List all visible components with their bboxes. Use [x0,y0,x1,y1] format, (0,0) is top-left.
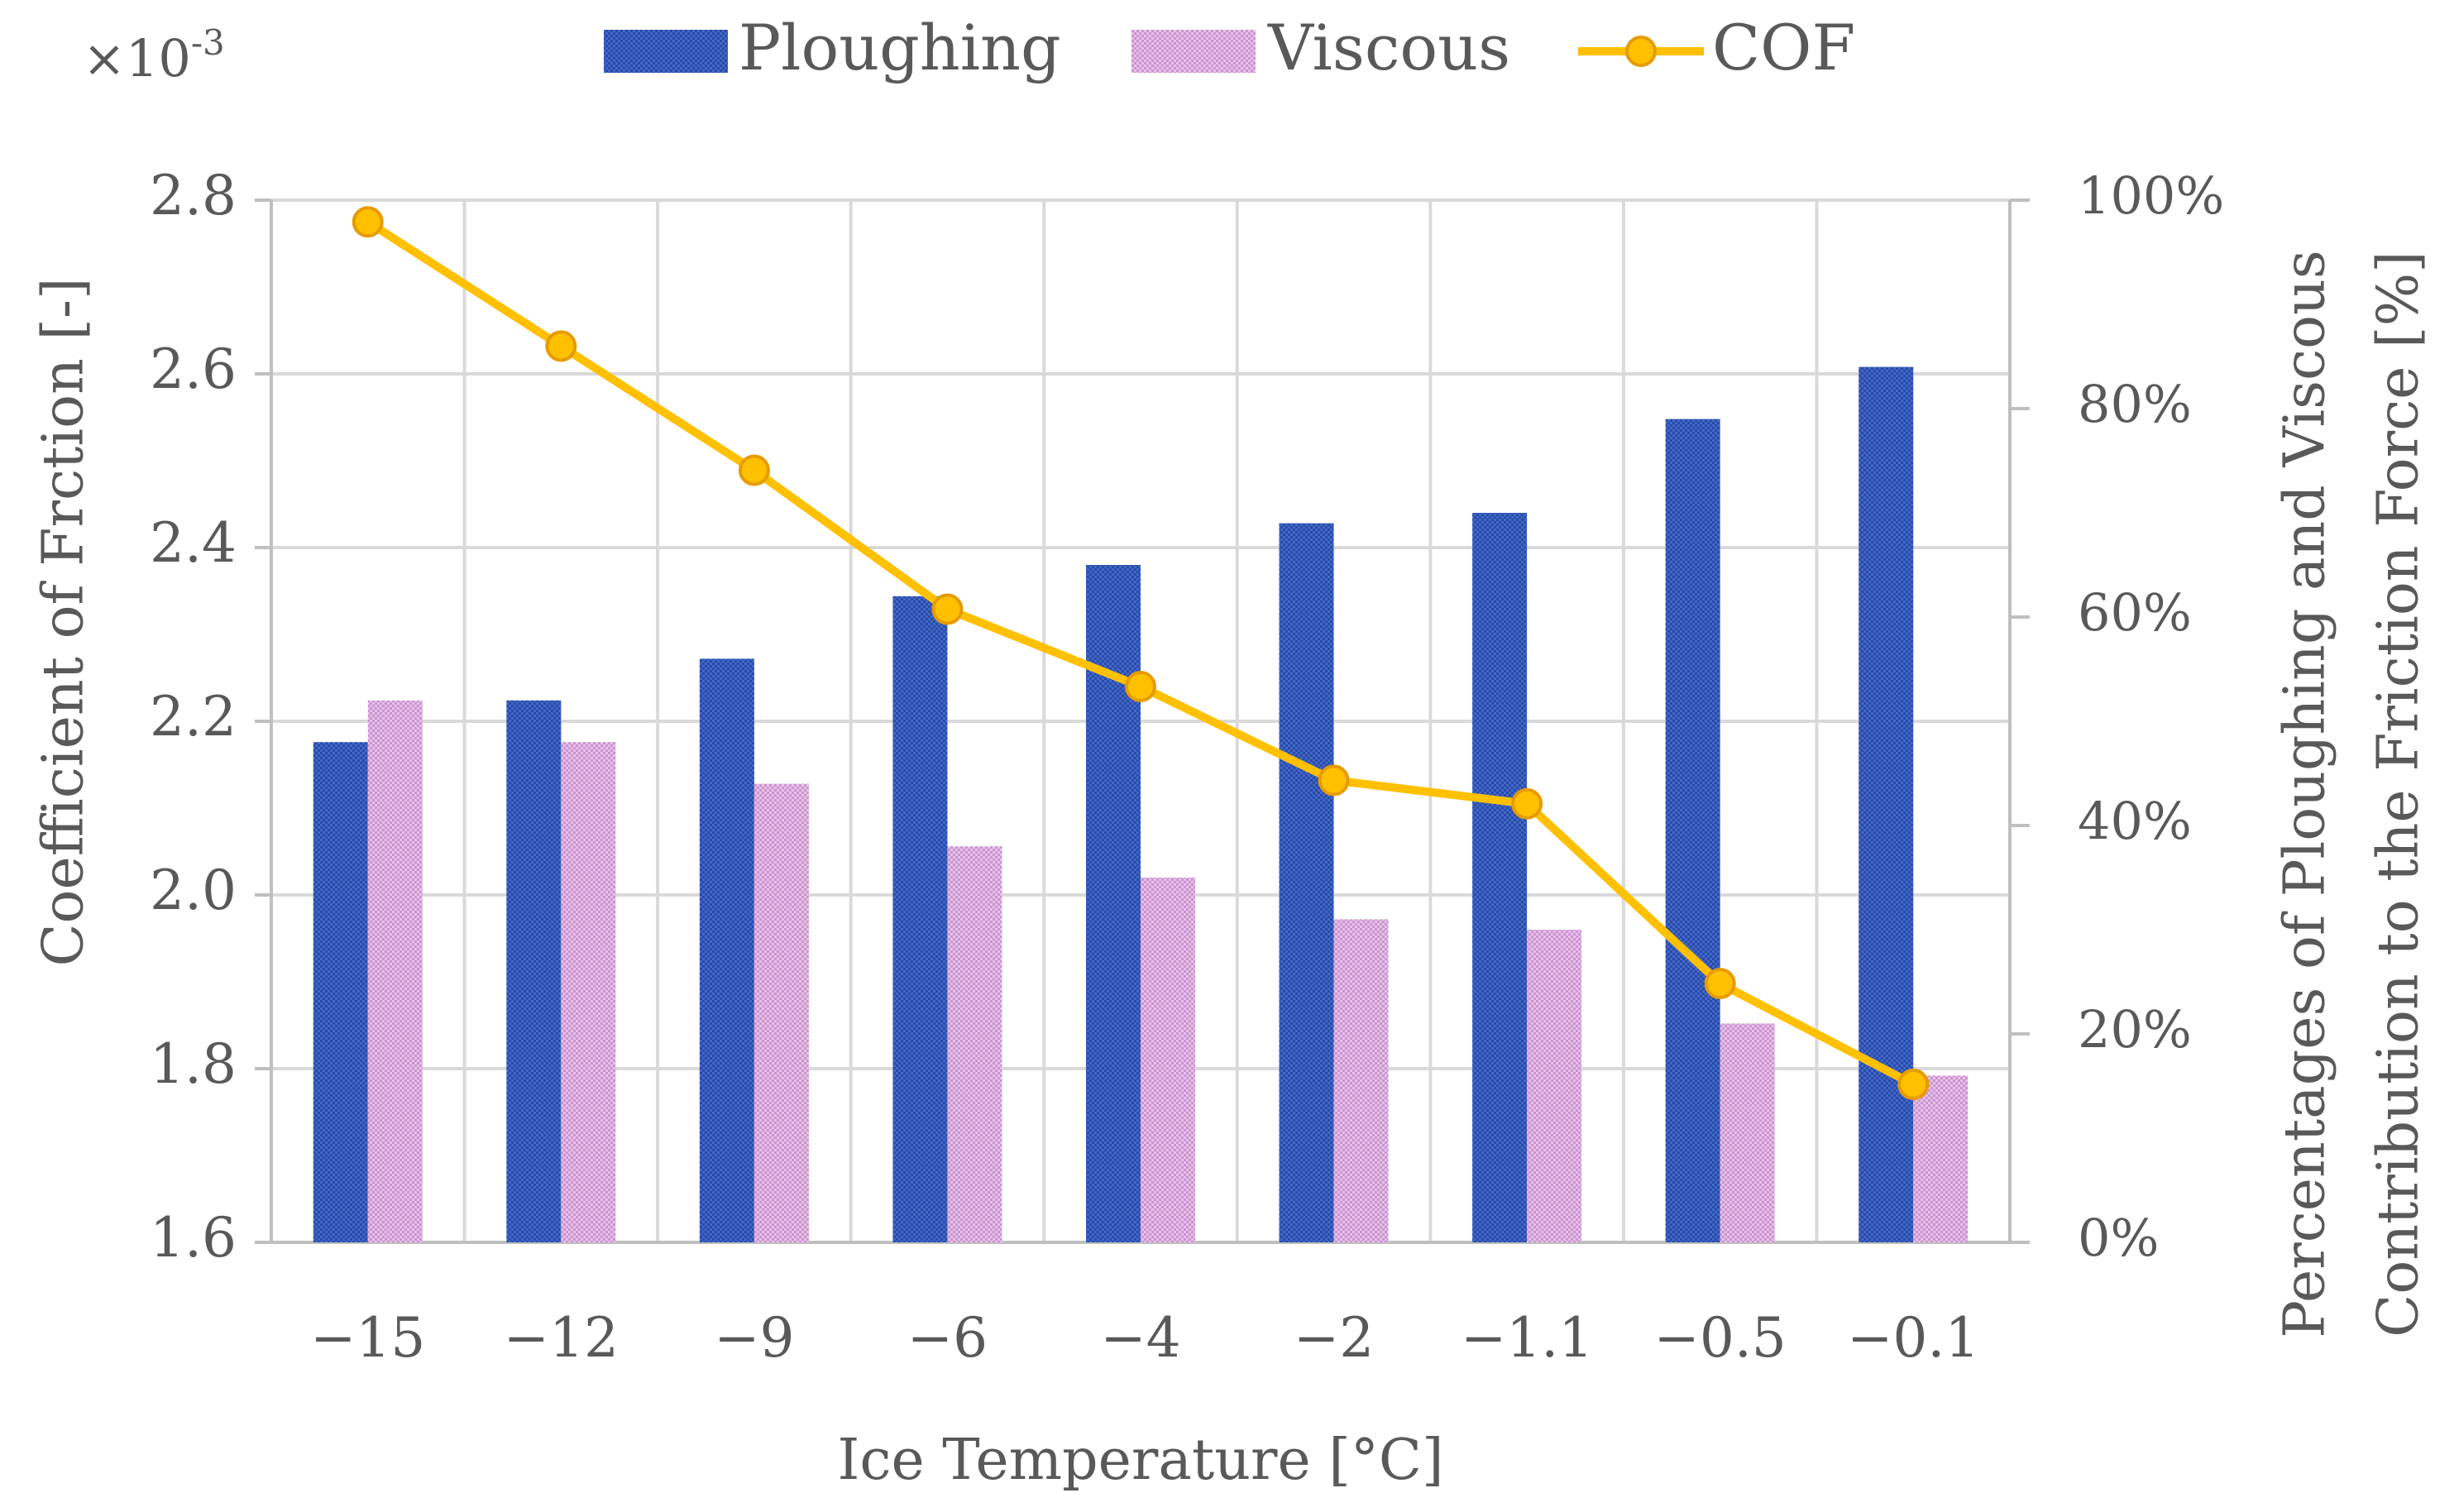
right-axis-title-line1: Percentages of Ploughing and Viscous [2273,250,2338,1337]
bar-viscous [561,742,616,1242]
x-tick-label: −1.1 [1461,1306,1593,1370]
cof-point [738,454,770,486]
cof-point [1125,671,1156,702]
right-tick-label: 40% [2078,791,2192,851]
cof-point [1318,764,1350,797]
x-tick-label: −12 [504,1306,619,1370]
bar-viscous [1333,919,1389,1242]
bar-ploughing [1859,366,1914,1243]
bar-viscous [367,700,423,1242]
cof-line-group [352,206,1930,1100]
bar-viscous [753,783,809,1242]
x-tick-label: −15 [310,1306,425,1370]
left-tick-label: 2.4 [150,511,237,575]
bar-ploughing [1665,419,1720,1243]
bar-viscous [1527,930,1582,1242]
bar-viscous [1720,1023,1775,1242]
bar-ploughing [892,596,948,1242]
cof-point [545,330,577,362]
scale-exponent: -3 [191,22,225,63]
cof-point [352,206,384,238]
right-tick-label: 80% [2078,374,2192,434]
bar-ploughing [1279,523,1334,1242]
x-axis-title: Ice Temperature [°C] [838,1428,1444,1493]
bars [313,366,1969,1243]
bar-ploughing [1472,513,1528,1242]
bar-viscous [947,846,1002,1242]
right-tick-label: 20% [2078,999,2192,1060]
legend-label-cof: COF [1712,11,1855,84]
legend-swatch-cof-marker [1625,36,1657,67]
right-tick-label: 100% [2078,165,2224,226]
cof-point [1511,787,1543,820]
legend-swatch-ploughing [604,30,728,73]
legend-label-viscous: Viscous [1267,11,1510,84]
legend-label-ploughing: Ploughing [739,11,1061,84]
left-axis-scale-label: ×10-3 [83,22,225,89]
x-tick-label: −9 [714,1306,794,1370]
bar-ploughing [313,742,368,1242]
x-tick-label: −0.1 [1847,1306,1979,1370]
cof-point [1704,968,1736,1000]
right-tick-label: 60% [2078,582,2192,643]
left-tick-label: 2.6 [150,337,237,401]
cof-point [1897,1068,1930,1100]
right-tick-label: 0% [2078,1208,2159,1268]
x-tick-label: −4 [1100,1306,1180,1370]
left-tick-label: 1.6 [150,1206,237,1270]
scale-base: ×10 [83,28,191,89]
left-tick-label: 2.2 [150,685,237,749]
bar-ploughing [699,658,754,1242]
x-tick-label: −6 [907,1306,988,1370]
cof-point [931,593,964,625]
left-tick-label: 2.0 [150,859,237,922]
x-tick-label: −0.5 [1654,1306,1787,1370]
x-tick-label: −2 [1294,1306,1374,1370]
ticks: 1.6 1.8 2.0 2.2 2.4 2.6 2.8 0% 20% 40% 60% 80% 100% −… [150,164,2224,1370]
bar-ploughing [506,700,562,1242]
left-tick-label: 1.8 [150,1032,237,1096]
legend-swatch-viscous [1131,30,1256,73]
legend: Ploughing Viscous COF [604,11,1855,84]
bar-viscous [1141,878,1195,1242]
left-tick-label: 2.8 [150,164,237,227]
left-axis-title: Coefficient of Frction [-] [31,277,97,966]
right-axis-title-line2: Contribution to the Friction Force [%] [2366,251,2432,1337]
bar-viscous [1913,1075,1969,1242]
